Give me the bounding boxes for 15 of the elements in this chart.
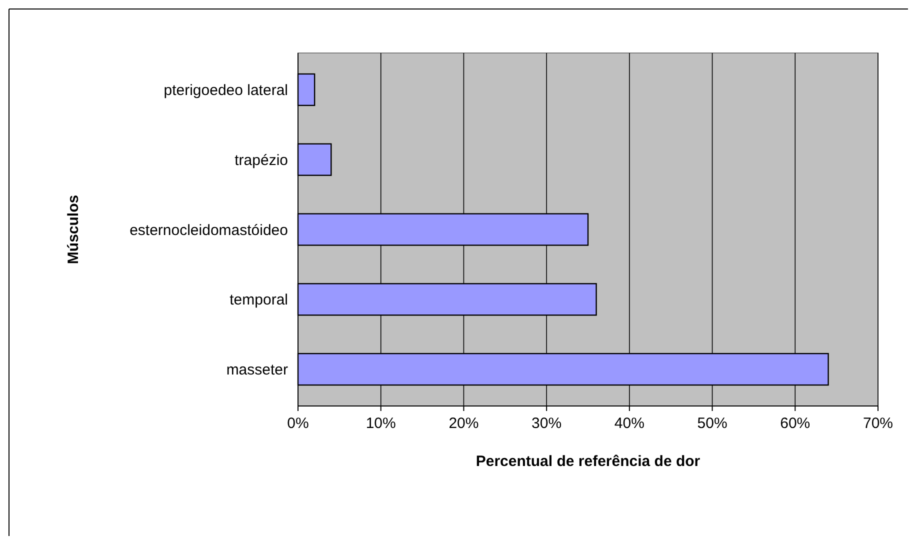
y-tick-label: trapézio [234, 152, 288, 169]
x-tick-label: 0% [287, 415, 309, 432]
x-tick-label: 20% [448, 415, 479, 432]
x-axis-title: Percentual de referência de dor [476, 453, 700, 470]
y-tick-label: masseter [226, 362, 288, 379]
x-tick-label: 60% [780, 415, 810, 432]
y-tick-label: esternocleidomastóideo [130, 222, 288, 239]
y-tick-label: temporal [230, 292, 288, 309]
y-tick-label: pterigoedeo lateral [164, 82, 288, 99]
x-tick-label: 10% [366, 415, 396, 432]
x-tick-label: 40% [614, 415, 644, 432]
x-tick-label: 30% [532, 415, 562, 432]
x-tick-label: 70% [862, 415, 894, 432]
y-axis-title: Músculos [65, 194, 82, 264]
x-tick-label: 50% [697, 415, 728, 432]
